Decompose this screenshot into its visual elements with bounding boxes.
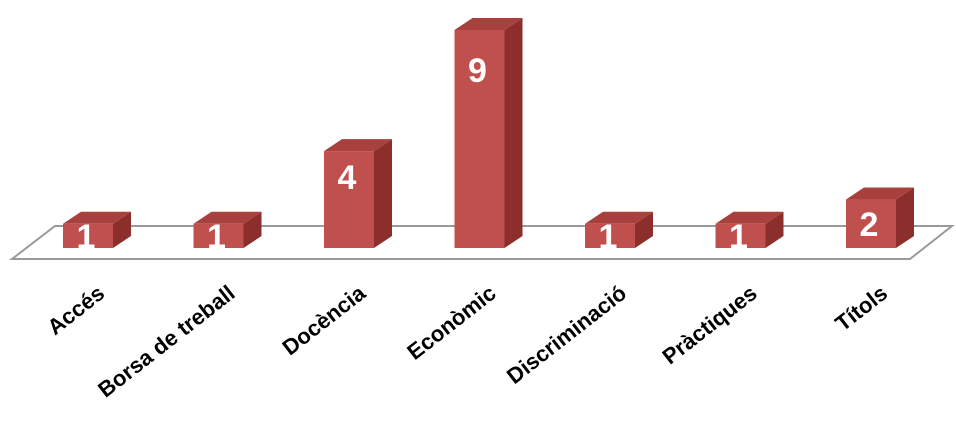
bar-front-face (454, 30, 505, 248)
bar-front-face (193, 223, 244, 248)
bar-front-face (324, 151, 374, 248)
bar-side-face (504, 18, 523, 248)
category-label: Accés (43, 280, 109, 340)
bar-side-face (243, 211, 262, 248)
bar-side-face (374, 139, 392, 248)
value-label: 1 (599, 218, 618, 256)
bars-group (63, 18, 914, 248)
bar-top-face (585, 211, 653, 224)
bar-5 (585, 211, 653, 248)
bar-top-face (193, 211, 262, 224)
bar-front-face (585, 223, 635, 248)
bar-top-face (63, 211, 131, 224)
value-labels-group: 1 1 4 9 1 1 2 (77, 52, 879, 256)
bar-4 (454, 18, 523, 248)
bar-side-face (765, 211, 784, 248)
bar-front-face (846, 199, 896, 248)
category-label: Borsa de treball (93, 280, 239, 402)
value-label: 1 (207, 218, 226, 256)
bar-side-face (635, 211, 653, 248)
bar-side-face (896, 187, 914, 248)
value-label: 1 (729, 218, 748, 256)
bar-top-face (715, 211, 784, 224)
category-label: Títols (830, 280, 892, 336)
bar-top-face (454, 18, 523, 30)
bar-front-face (63, 223, 113, 248)
bar-top-face (324, 139, 392, 152)
value-label: 4 (338, 159, 357, 197)
bar-side-face (113, 211, 131, 248)
category-label: Econòmic (402, 280, 500, 364)
bar-7 (846, 187, 914, 248)
category-label: Pràctiques (658, 280, 762, 369)
bar-2 (193, 211, 262, 248)
category-label: Discriminació (502, 280, 631, 389)
value-label: 2 (860, 206, 879, 244)
value-label: 9 (468, 52, 487, 90)
bar-top-face (846, 187, 914, 200)
bar-3 (324, 139, 392, 248)
bar-1 (63, 211, 131, 248)
bar-6 (715, 211, 784, 248)
value-label: 1 (77, 218, 96, 256)
bar-front-face (715, 223, 766, 248)
category-label: Docència (278, 280, 371, 360)
